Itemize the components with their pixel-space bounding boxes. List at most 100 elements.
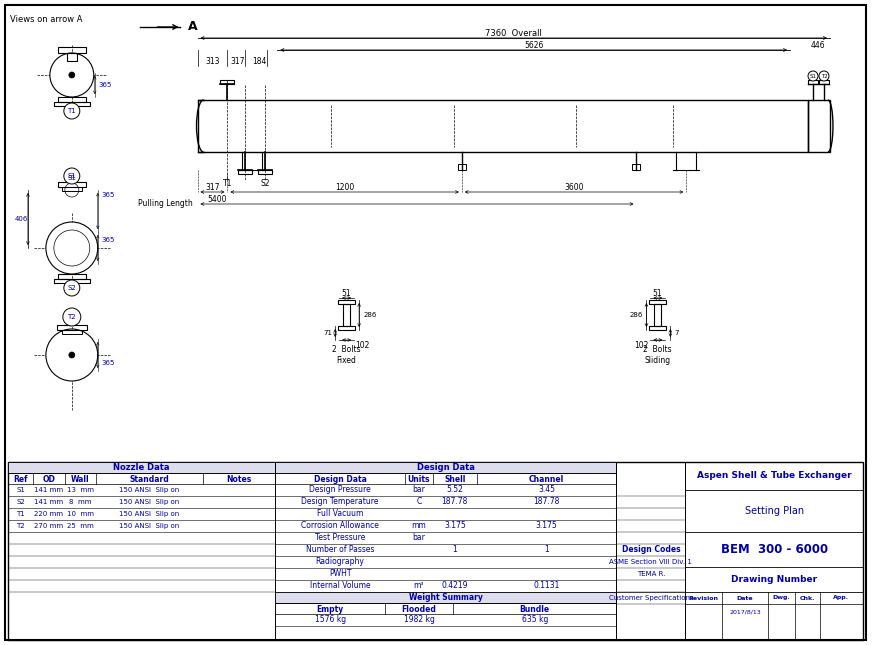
Text: 102: 102 — [634, 341, 649, 350]
Bar — [62, 187, 82, 191]
Bar — [343, 304, 350, 326]
Circle shape — [50, 53, 93, 97]
Text: 317: 317 — [205, 183, 220, 192]
Text: Views on arrow A: Views on arrow A — [10, 15, 82, 24]
Circle shape — [54, 230, 90, 266]
Circle shape — [819, 71, 829, 81]
Text: S1: S1 — [67, 175, 76, 181]
Text: Ref: Ref — [13, 475, 28, 484]
Text: Design Pressure: Design Pressure — [309, 486, 371, 495]
Text: S2: S2 — [16, 499, 24, 505]
Text: 51: 51 — [653, 288, 663, 297]
Text: PWHT: PWHT — [329, 570, 352, 579]
Bar — [275, 462, 616, 473]
Text: Shell: Shell — [444, 475, 465, 484]
Text: OD: OD — [43, 475, 55, 484]
Text: 7: 7 — [674, 330, 679, 336]
Text: 286: 286 — [629, 312, 643, 318]
Text: 317: 317 — [230, 57, 244, 66]
Text: Radiography: Radiography — [316, 557, 365, 566]
Circle shape — [64, 103, 79, 119]
Bar — [338, 326, 355, 330]
Text: 5400: 5400 — [208, 195, 227, 204]
Bar — [58, 97, 86, 102]
Text: 365: 365 — [102, 237, 115, 243]
Circle shape — [64, 280, 79, 296]
Text: T2: T2 — [821, 74, 828, 79]
Text: TEMA R.: TEMA R. — [636, 571, 665, 577]
Text: Standard: Standard — [129, 475, 169, 484]
Circle shape — [808, 71, 818, 81]
Text: T2: T2 — [67, 314, 76, 320]
Circle shape — [69, 245, 75, 251]
Bar — [808, 100, 830, 152]
Text: 51: 51 — [341, 288, 351, 297]
Circle shape — [69, 352, 75, 358]
Text: 0.4219: 0.4219 — [442, 582, 468, 591]
Text: 5626: 5626 — [524, 41, 543, 50]
Circle shape — [65, 183, 79, 197]
Text: 7360  Overall: 7360 Overall — [485, 28, 542, 37]
Text: S1: S1 — [67, 173, 76, 179]
Text: Design Codes: Design Codes — [622, 546, 680, 555]
Bar — [58, 274, 86, 279]
Text: 3.45: 3.45 — [538, 486, 555, 495]
Text: 0.1131: 0.1131 — [533, 582, 560, 591]
Text: 2017/8/13: 2017/8/13 — [729, 610, 761, 615]
Circle shape — [64, 168, 79, 184]
Bar — [457, 164, 466, 170]
Text: 71: 71 — [323, 330, 333, 336]
Bar — [57, 325, 86, 330]
Text: 187.78: 187.78 — [533, 497, 560, 506]
Text: Customer Specifications: Customer Specifications — [608, 595, 693, 601]
Text: Date: Date — [737, 595, 753, 600]
Text: Internal Volume: Internal Volume — [310, 582, 370, 591]
Circle shape — [46, 329, 98, 381]
Text: m³: m³ — [414, 582, 424, 591]
Text: 270 mm: 270 mm — [34, 523, 64, 529]
Text: Wall: Wall — [71, 475, 90, 484]
Circle shape — [69, 72, 75, 78]
Text: 102: 102 — [355, 341, 369, 350]
Bar — [808, 80, 818, 84]
Text: Drawing Number: Drawing Number — [731, 575, 817, 584]
Text: Dwg.: Dwg. — [773, 595, 790, 600]
Text: 365: 365 — [102, 192, 115, 198]
Text: 184: 184 — [252, 57, 266, 66]
Text: S1: S1 — [809, 74, 816, 79]
Text: 446: 446 — [811, 41, 825, 50]
Text: Flooded: Flooded — [402, 604, 436, 613]
Bar — [655, 304, 662, 326]
Bar — [221, 80, 235, 84]
Bar — [338, 300, 355, 304]
Text: Revision: Revision — [689, 595, 718, 600]
Bar — [197, 100, 808, 152]
Text: 3.175: 3.175 — [444, 522, 466, 530]
Bar — [58, 47, 86, 53]
Text: T1: T1 — [223, 179, 232, 188]
Bar — [238, 170, 252, 174]
Text: 1982 kg: 1982 kg — [403, 615, 435, 624]
Text: mm: mm — [411, 522, 426, 530]
Bar — [258, 170, 272, 174]
Text: S1: S1 — [16, 487, 25, 493]
Text: S2: S2 — [67, 285, 76, 291]
Text: bar: bar — [413, 486, 425, 495]
Circle shape — [63, 308, 81, 326]
Text: Notes: Notes — [226, 475, 251, 484]
Text: 8  mm: 8 mm — [69, 499, 92, 505]
Text: 1576 kg: 1576 kg — [314, 615, 346, 624]
Bar — [275, 592, 616, 603]
Text: Design Temperature: Design Temperature — [301, 497, 379, 506]
Bar — [650, 300, 666, 304]
Text: 1200: 1200 — [335, 183, 354, 192]
Text: Aspen Shell & Tube Exchanger: Aspen Shell & Tube Exchanger — [697, 471, 851, 481]
Text: T2: T2 — [16, 523, 24, 529]
Text: 25  mm: 25 mm — [67, 523, 93, 529]
Text: 150 ANSI  Slip on: 150 ANSI Slip on — [119, 499, 179, 505]
Text: T1: T1 — [16, 511, 24, 517]
Text: App.: App. — [834, 595, 849, 600]
Text: Corrosion Allowance: Corrosion Allowance — [301, 522, 379, 530]
Text: Empty: Empty — [317, 604, 344, 613]
Text: Design Data: Design Data — [313, 475, 367, 484]
